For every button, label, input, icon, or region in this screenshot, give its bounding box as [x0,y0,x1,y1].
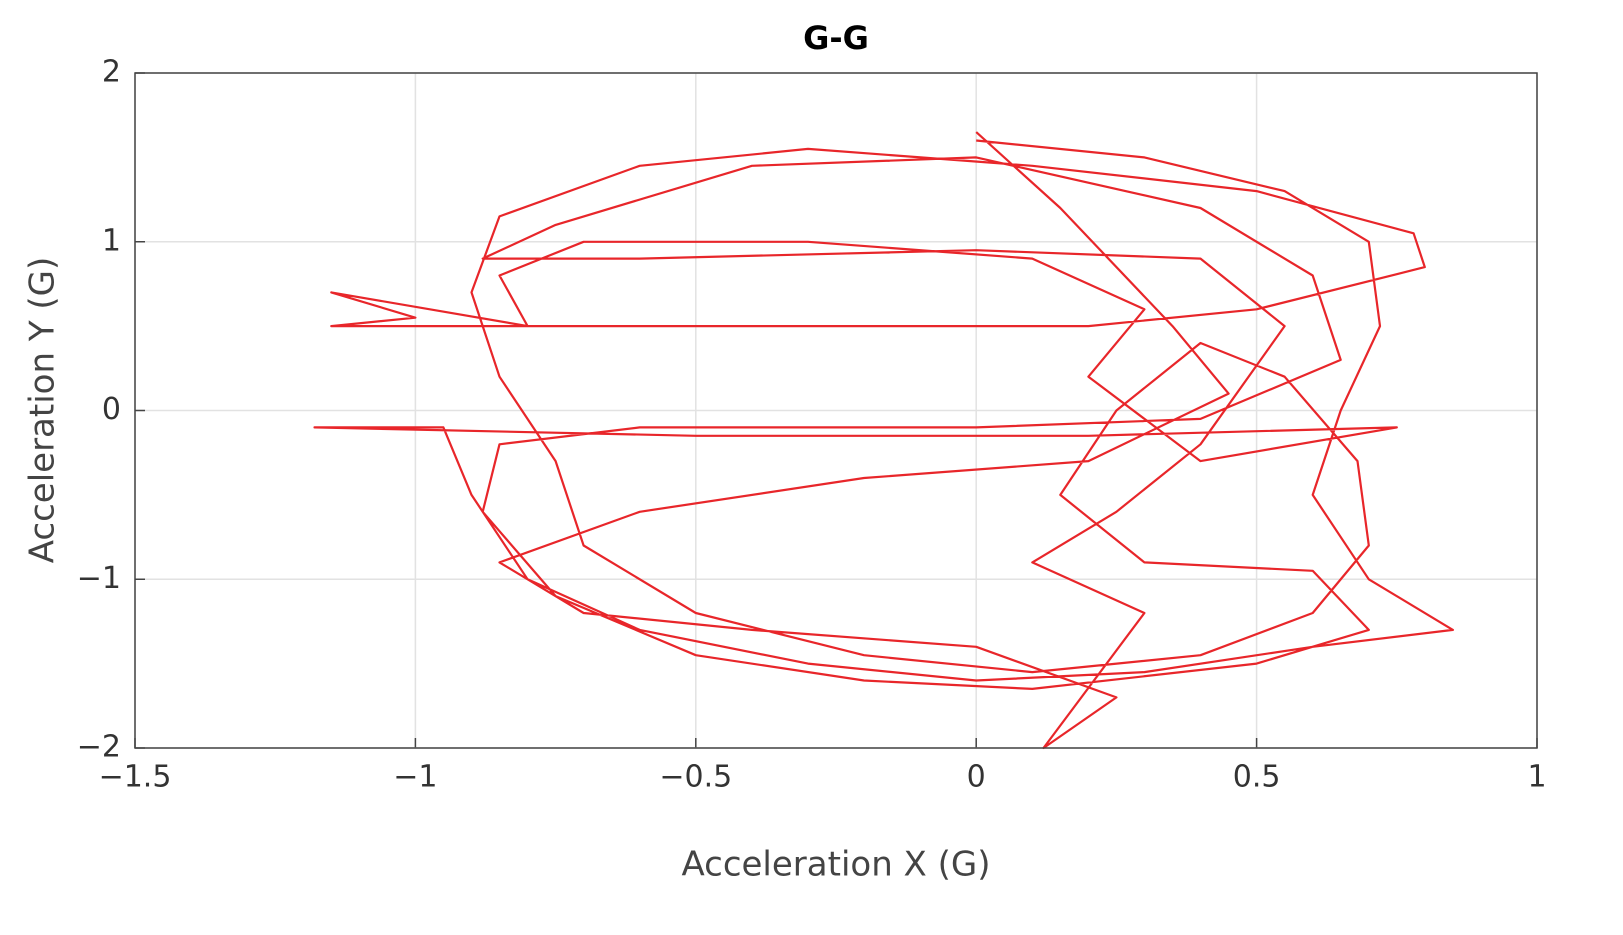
x-tick-label: −1 [393,760,437,795]
y-tick-label: −2 [77,730,121,765]
x-tick-label: 0.5 [1233,760,1281,795]
x-axis-label: Acceleration X (G) [681,845,990,885]
y-tick-label: 1 [102,223,121,258]
chart-title: G-G [803,19,869,57]
data-line [313,131,1454,750]
x-tick-label: −0.5 [659,760,732,795]
x-tick-label: 0 [967,760,986,795]
x-tick-label: 1 [1527,760,1546,795]
plot-frame [134,72,1538,749]
y-tick-label: 2 [102,55,121,90]
y-axis-label: Acceleration Y (G) [23,257,63,564]
y-tick-label: −1 [77,561,121,596]
x-tick-label: −1.5 [99,760,172,795]
y-tick-label: 0 [102,392,121,427]
